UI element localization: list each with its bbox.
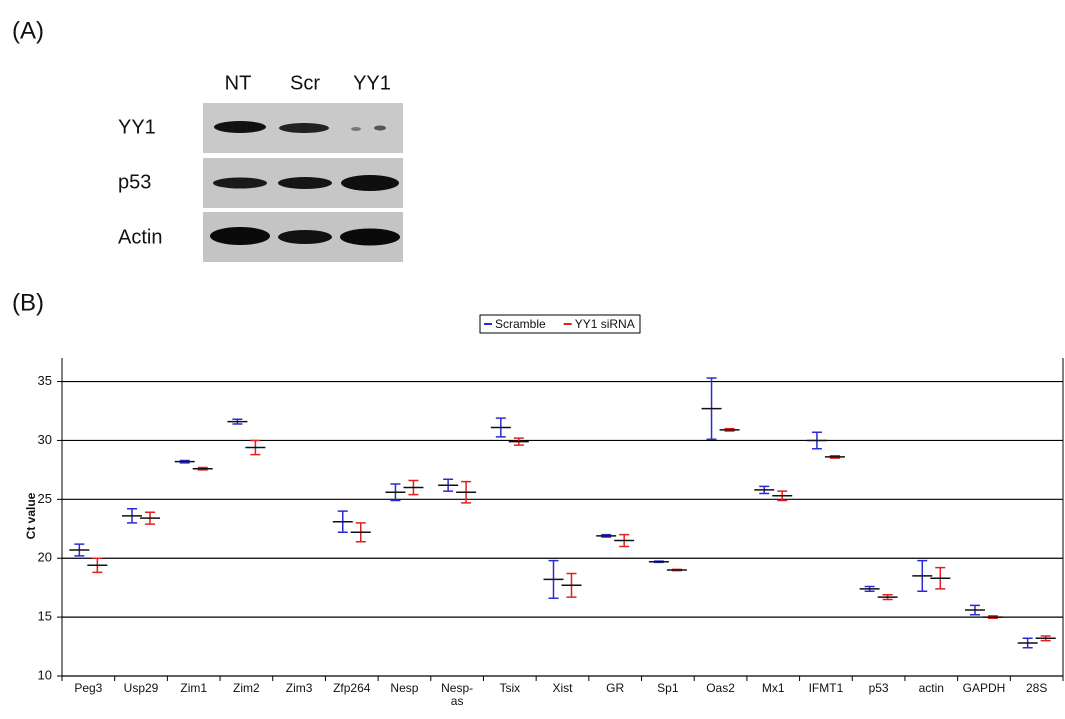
- x-tick-label: 28S: [1010, 682, 1063, 695]
- y-tick-label: 25: [38, 491, 52, 506]
- panel-label: (B): [12, 289, 44, 316]
- x-tick-label: Tsix: [483, 682, 536, 695]
- x-tick-label: GR: [589, 682, 642, 695]
- x-tick-text: Zim3: [286, 682, 313, 695]
- x-tick-label: Oas2: [694, 682, 747, 695]
- x-tick-label: Zim2: [220, 682, 273, 695]
- x-tick-label: Peg3: [62, 682, 115, 695]
- x-tick-label: GAPDH: [958, 682, 1011, 695]
- x-tick-text: Nesp-as: [441, 682, 473, 708]
- row-label: Actin: [118, 226, 162, 248]
- x-tick-label: Zfp264: [325, 682, 378, 695]
- x-tick-label: Xist: [536, 682, 589, 695]
- row-label: p53: [118, 171, 151, 193]
- x-tick-label: Zim1: [167, 682, 220, 695]
- column-label: YY1: [353, 72, 391, 94]
- x-tick-text: GAPDH: [963, 682, 1006, 695]
- x-tick-text: p53: [869, 682, 889, 695]
- x-tick-label: actin: [905, 682, 958, 695]
- legend-label: YY1 siRNA: [575, 317, 635, 331]
- y-tick-label: 35: [38, 373, 52, 388]
- x-tick-text: Tsix: [499, 682, 520, 695]
- x-tick-label: Mx1: [747, 682, 800, 695]
- x-tick-label: p53: [852, 682, 905, 695]
- x-tick-text: Zim1: [180, 682, 207, 695]
- x-tick-text: Nesp: [390, 682, 418, 695]
- page: (A) NT Scr YY1 YY1 p53 Actin (B) Ct valu…: [0, 0, 1065, 719]
- x-tick-text: Xist: [552, 682, 572, 695]
- x-tick-text: Zim2: [233, 682, 260, 695]
- x-tick-label: Sp1: [642, 682, 695, 695]
- x-tick-text: Oas2: [706, 682, 735, 695]
- x-tick-text: Zfp264: [333, 682, 370, 695]
- legend-label: Scramble: [495, 317, 546, 331]
- blot: [203, 103, 403, 262]
- x-tick-text: Peg3: [74, 682, 102, 695]
- x-tick-text: Usp29: [124, 682, 159, 695]
- y-tick-label: 30: [38, 432, 52, 447]
- row-label: YY1: [118, 116, 156, 138]
- figure: (A) NT Scr YY1 YY1 p53 Actin (B) Ct valu…: [0, 0, 1065, 719]
- x-tick-text: 28S: [1026, 682, 1047, 695]
- y-tick-label: 15: [38, 609, 52, 624]
- x-tick-label: Usp29: [115, 682, 168, 695]
- column-label: Scr: [290, 72, 320, 94]
- x-tick-text: Sp1: [657, 682, 678, 695]
- panel-label: (A): [12, 17, 44, 44]
- x-tick-label: IFMT1: [800, 682, 853, 695]
- y-tick-label: 20: [38, 550, 52, 565]
- x-tick-text: GR: [606, 682, 624, 695]
- x-tick-label: Zim3: [273, 682, 326, 695]
- x-tick-label: Nesp: [378, 682, 431, 695]
- x-tick-text: Mx1: [762, 682, 785, 695]
- x-tick-text: IFMT1: [809, 682, 844, 695]
- y-tick-label: 10: [38, 667, 52, 682]
- column-label: NT: [225, 72, 252, 94]
- x-tick-text: actin: [919, 682, 944, 695]
- y-axis-label: Ct value: [24, 492, 38, 539]
- x-tick-label: Nesp-as: [431, 682, 484, 708]
